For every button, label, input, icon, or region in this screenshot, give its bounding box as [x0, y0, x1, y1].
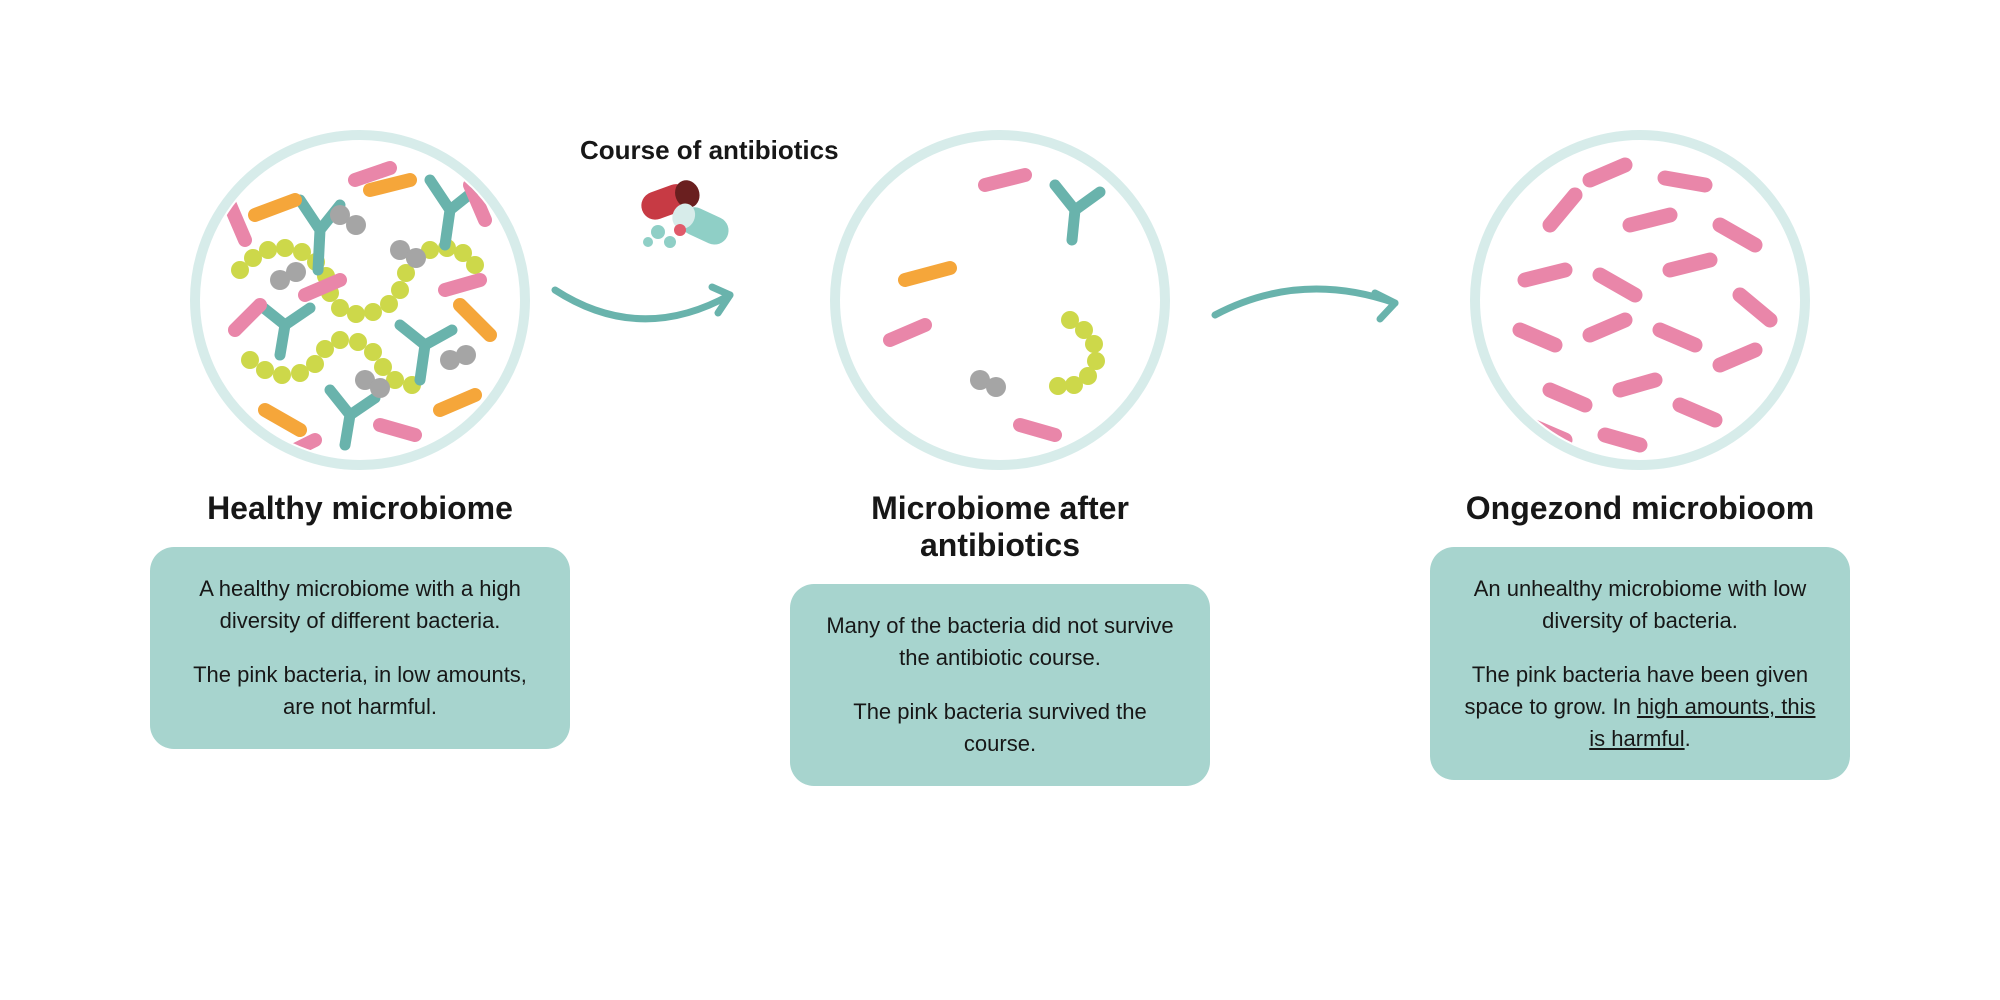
panel-title: Ongezond microbioom — [1430, 490, 1850, 527]
caption-text: The pink bacteria survived the course. — [820, 696, 1180, 760]
circle-unhealthy — [1470, 130, 1810, 470]
underline-text: high amounts, this is harmful — [1589, 694, 1815, 751]
caption-text: The pink bacteria have been given space … — [1460, 659, 1820, 755]
panel-healthy: Healthy microbiome A healthy microbiome … — [150, 130, 570, 749]
pink-rod-icon — [890, 175, 1055, 435]
caption-box: A healthy microbiome with a high diversi… — [150, 547, 570, 749]
lime-chain-icon — [1049, 311, 1105, 395]
panel-after: Microbiome after antibiotics Many of the… — [790, 130, 1210, 786]
orange-rod-icon — [905, 268, 950, 280]
pill-icon — [610, 170, 750, 265]
bacteria-svg-after — [830, 130, 1170, 470]
caption-text: A healthy microbiome with a high diversi… — [180, 573, 540, 637]
grey-dot-icon — [970, 370, 1006, 397]
caption-box: An unhealthy microbiome with low diversi… — [1430, 547, 1850, 780]
arrow-icon — [540, 255, 760, 355]
pink-rod-icon — [1520, 165, 1770, 445]
panel-title: Healthy microbiome — [150, 490, 570, 527]
caption-box: Many of the bacteria did not survive the… — [790, 584, 1210, 786]
caption-text: Many of the bacteria did not survive the… — [820, 610, 1180, 674]
caption-text: The pink bacteria, in low amounts, are n… — [180, 659, 540, 723]
bacteria-svg-healthy — [190, 130, 530, 470]
teal-y-icon — [1055, 185, 1100, 240]
lime-chain-icon — [241, 331, 421, 394]
circle-after — [830, 130, 1170, 470]
panel-title: Microbiome after antibiotics — [790, 490, 1210, 564]
bacteria-svg-unhealthy — [1470, 130, 1810, 470]
circle-healthy — [190, 130, 530, 470]
caption-text: An unhealthy microbiome with low diversi… — [1460, 573, 1820, 637]
arrow-icon — [1200, 255, 1420, 355]
panel-unhealthy: Ongezond microbioom An unhealthy microbi… — [1430, 130, 1850, 780]
